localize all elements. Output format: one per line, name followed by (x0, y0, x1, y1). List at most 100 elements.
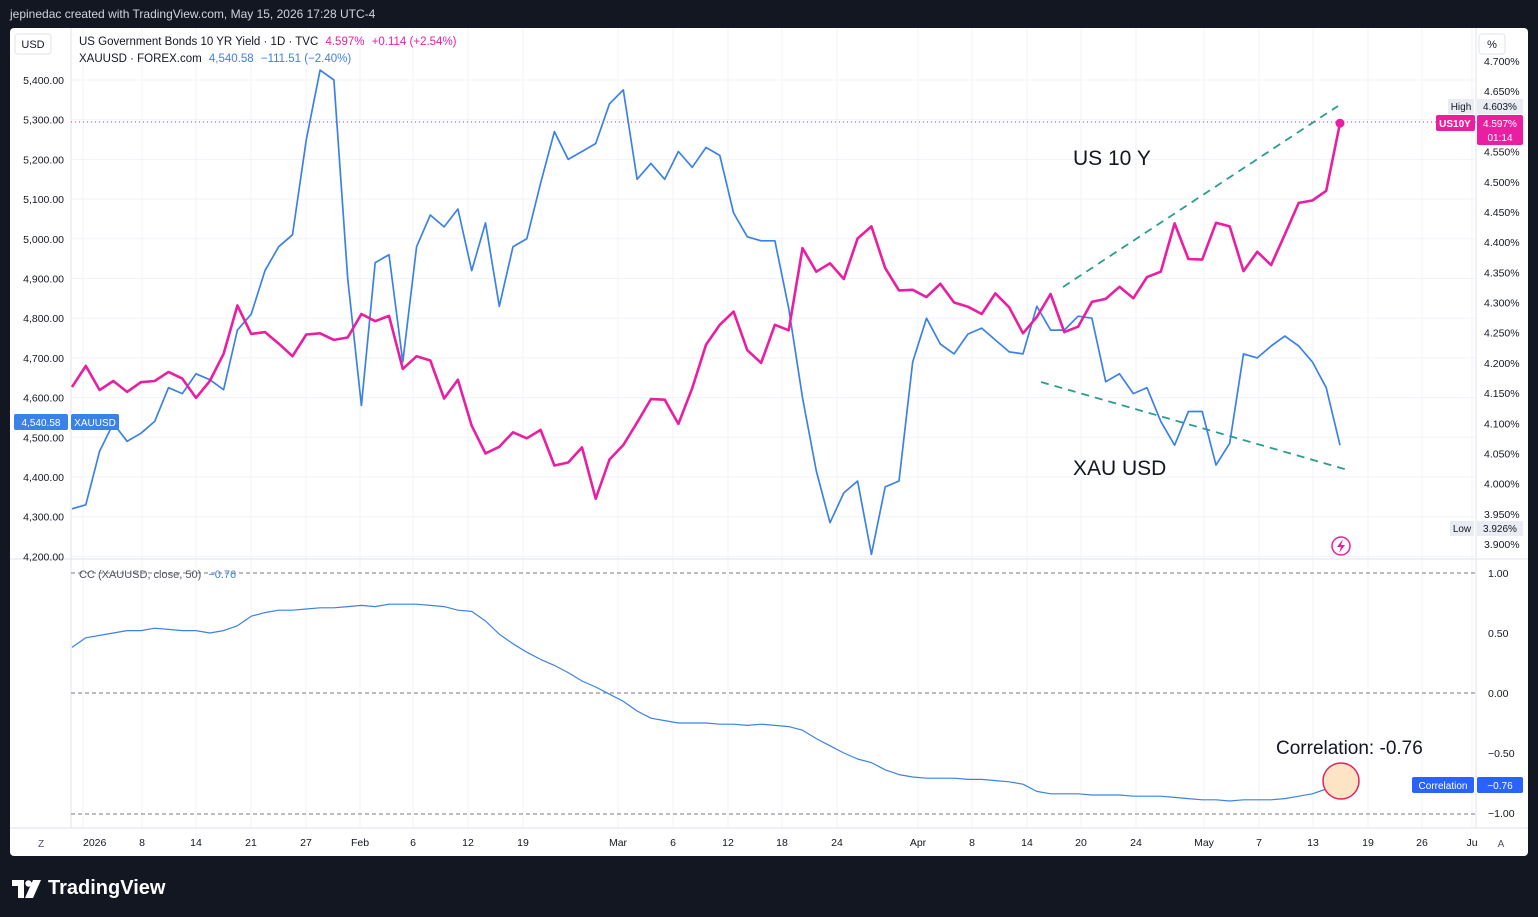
time-tick-label: 14 (1021, 837, 1033, 849)
footer (0, 856, 1538, 917)
right-tick-label: 4.000% (1484, 479, 1520, 491)
header: jepinedac created with TradingView.com, … (0, 0, 1538, 28)
time-tick-label: 12 (462, 837, 474, 849)
left-unit-button[interactable]: USD (14, 33, 52, 55)
cc-tick-label: 0.50 (1488, 628, 1509, 640)
time-tick-label: 21 (245, 837, 257, 849)
left-tick-label: 4,300.00 (23, 512, 64, 524)
high-value: 4.603% (1483, 102, 1517, 113)
us10y-annotation[interactable]: US 10 Y (1073, 147, 1151, 170)
xau-legend-change: −111.51 (−2.40%) (261, 53, 352, 65)
time-tick-label: 24 (831, 837, 843, 849)
time-tick-label: May (1194, 837, 1215, 849)
time-tick-label: 27 (300, 837, 312, 849)
svg-text:CC (XAUUSD, close, 50): CC (XAUUSD, close, 50) −0.76 (79, 569, 236, 581)
right-tick-label: 3.950% (1484, 509, 1520, 521)
time-tick-label: 13 (1307, 837, 1319, 849)
left-tick-label: 5,400.00 (23, 75, 64, 87)
time-tick-label: 14 (190, 837, 202, 849)
us10y-price-badge[interactable]: US10Y 4.597% 01:14 (1436, 115, 1523, 145)
time-tick-label: 26 (1416, 837, 1428, 849)
zoom-button[interactable]: Z (38, 839, 44, 850)
us10y-tag: US10Y (1439, 119, 1471, 130)
left-tick-label: 5,300.00 (23, 115, 64, 127)
grid-layer (71, 28, 1476, 828)
chart-svg[interactable]: 5,400.00 5,300.00 5,200.00 5,100.00 5,000.00… (10, 28, 1528, 856)
right-tick-label: 4.650% (1484, 86, 1520, 98)
right-tick-label: 4.550% (1484, 147, 1520, 159)
right-tick-label: 4.450% (1484, 207, 1520, 219)
chart-credit: jepinedac created with TradingView.com, … (10, 7, 376, 21)
low-value: 3.926% (1483, 524, 1517, 535)
tradingview-logo[interactable]: TradingView (12, 877, 165, 900)
xau-price-value: 4,540.58 (22, 418, 61, 429)
time-tick-label: Apr (910, 837, 927, 849)
right-tick-label: 4.050% (1484, 448, 1520, 460)
axis-labels: 5,400.00 5,300.00 5,200.00 5,100.00 5,000.00… (23, 56, 1520, 849)
time-tick-label: 8 (969, 837, 975, 849)
xau-line[interactable] (71, 69, 1341, 556)
right-tick-label: 4.700% (1484, 56, 1520, 68)
left-unit-label: USD (21, 39, 44, 51)
right-tick-label: 4.200% (1484, 358, 1520, 370)
xau-tag: XAUUSD (74, 418, 116, 429)
time-tick-label: 6 (410, 837, 416, 849)
time-tick-label: 19 (1362, 837, 1374, 849)
time-tick-label: 19 (517, 837, 529, 849)
right-tick-label: 4.250% (1484, 328, 1520, 340)
cc-tick-label: −0.50 (1488, 748, 1515, 760)
xau-legend-name: XAUUSD · FOREX.com (79, 53, 202, 65)
tradingview-brand-text: TradingView (48, 877, 166, 899)
xau-annotation[interactable]: XAU USD (1073, 457, 1166, 480)
correlation-line[interactable] (71, 603, 1341, 802)
left-tick-label: 4,800.00 (23, 313, 64, 325)
right-tick-label: 4.500% (1484, 177, 1520, 189)
xau-trend-line[interactable] (1040, 381, 1349, 471)
cc-legend-value: −0.76 (208, 569, 236, 581)
right-tick-label: 4.400% (1484, 237, 1520, 249)
correlation-tag: Correlation (1419, 781, 1468, 792)
time-tick-label: 6 (670, 837, 676, 849)
left-tick-label: 4,500.00 (23, 432, 64, 444)
time-tick-label: Mar (609, 837, 628, 849)
auto-scale-button[interactable]: A (1498, 839, 1505, 850)
right-unit-label: % (1487, 39, 1497, 51)
svg-text:XAUUSD · FOREX.com 4,5: XAUUSD · FOREX.com 4,540.58 −111.51 (−2.… (79, 53, 351, 65)
left-tick-label: 5,100.00 (23, 194, 64, 206)
time-tick-label: 20 (1075, 837, 1087, 849)
us10y-line[interactable] (70, 122, 1342, 501)
right-tick-label: 3.900% (1484, 539, 1520, 551)
cc-tick-label: 1.00 (1488, 568, 1509, 580)
time-tick-label: 18 (776, 837, 788, 849)
right-tick-label: 4.150% (1484, 388, 1520, 400)
time-tick-label: 24 (1130, 837, 1142, 849)
us10y-timer: 01:14 (1487, 133, 1512, 144)
left-tick-label: 4,900.00 (23, 274, 64, 286)
tradingview-logo-icon (12, 879, 42, 898)
lightning-icon[interactable] (1331, 536, 1351, 556)
high-label: High (1451, 102, 1472, 113)
correlation-value: −0.76 (1487, 781, 1513, 792)
time-tick-label: 12 (722, 837, 734, 849)
chart-frame[interactable]: 5,400.00 5,300.00 5,200.00 5,100.00 5,000.00… (10, 28, 1528, 856)
correlation-badge[interactable]: Correlation −0.76 (1412, 777, 1523, 793)
low-badge: Low 3.926% (1450, 521, 1523, 536)
low-label: Low (1453, 524, 1472, 535)
correlation-highlight-circle[interactable] (1322, 762, 1360, 800)
cc-legend-label: CC (XAUUSD, close, 50) (79, 569, 201, 581)
left-tick-label: 4,600.00 (23, 393, 64, 405)
us10y-legend-value: 4.597% (325, 36, 364, 48)
xau-price-badge[interactable]: 4,540.58 XAUUSD (14, 414, 119, 430)
us10y-legend-change: +0.114 (+2.54%) (372, 36, 457, 48)
xau-legend-value: 4,540.58 (209, 53, 254, 65)
time-tick-label: 8 (139, 837, 145, 849)
time-tick-label: 2026 (83, 837, 107, 849)
left-tick-label: 4,200.00 (23, 551, 64, 563)
left-tick-label: 5,200.00 (23, 154, 64, 166)
correlation-annotation[interactable]: Correlation: -0.76 (1276, 738, 1423, 759)
left-tick-label: 4,700.00 (23, 353, 64, 365)
us10y-price-value: 4.597% (1483, 119, 1517, 130)
right-unit-button[interactable]: % (1478, 33, 1506, 55)
legend[interactable]: US Government Bonds 10 YR Yield · 1D · T… (79, 36, 457, 581)
us10y-legend-name: US Government Bonds 10 YR Yield · 1D · T… (79, 36, 318, 48)
